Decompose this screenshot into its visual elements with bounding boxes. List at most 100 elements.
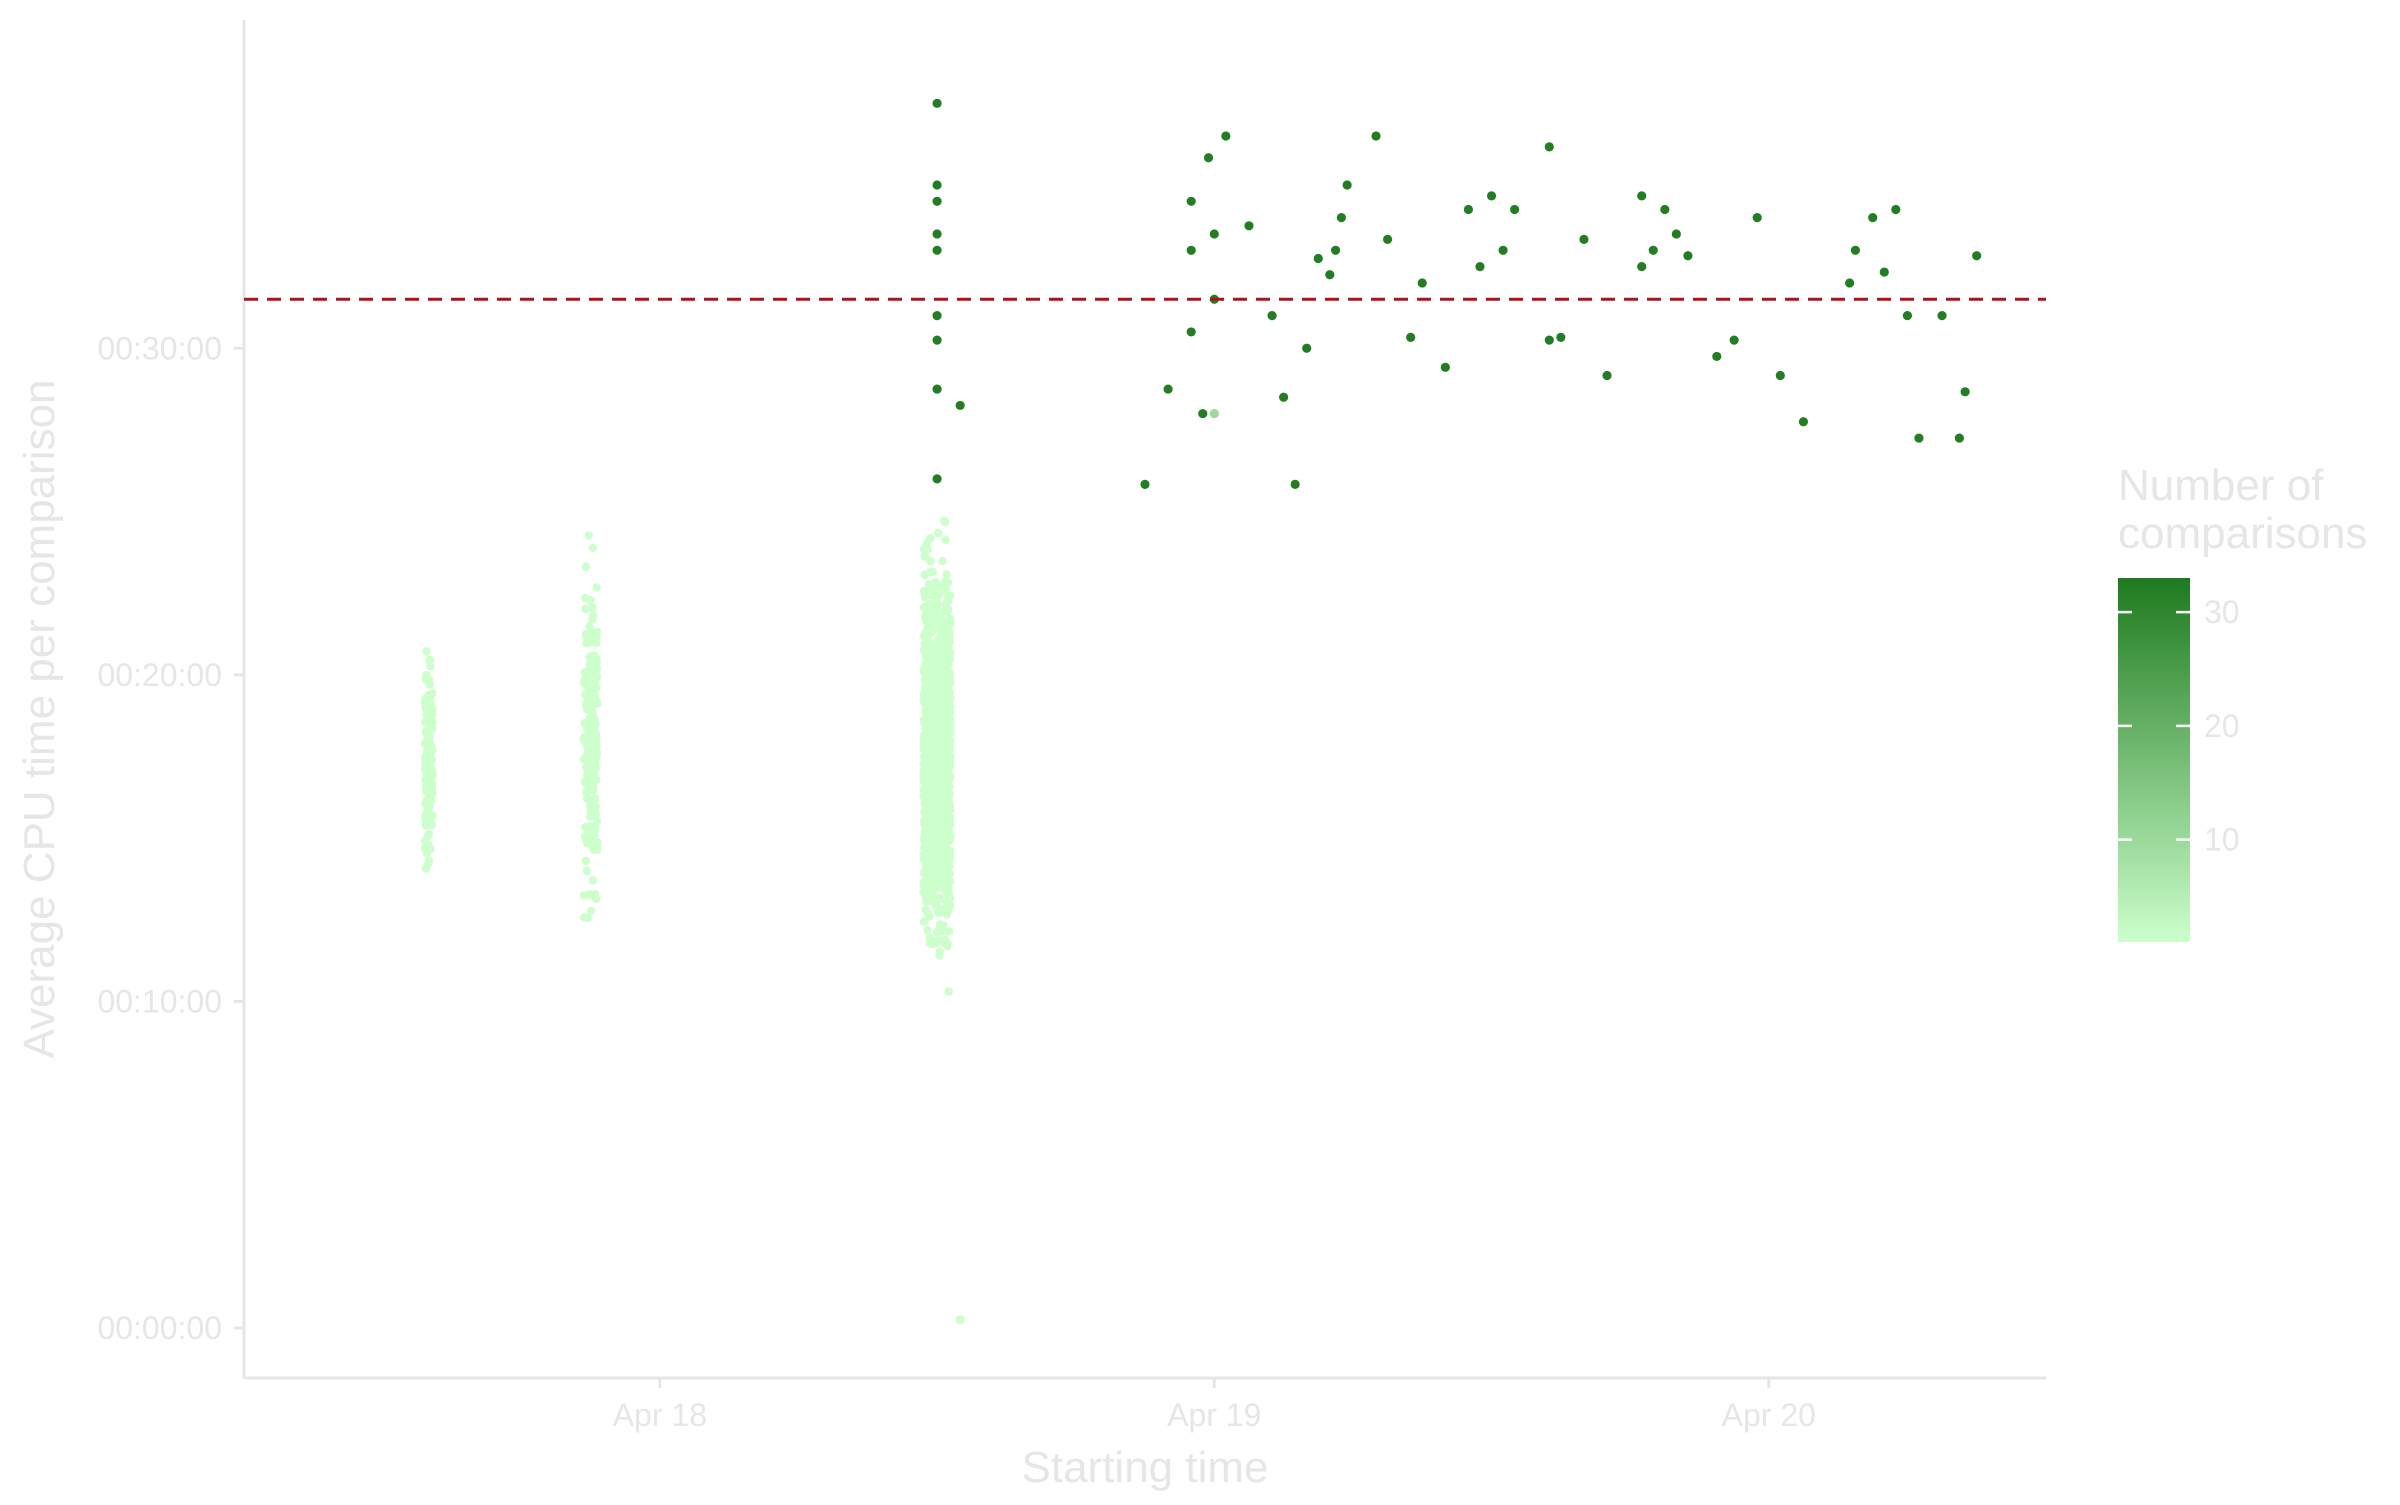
cluster-3-point	[931, 722, 941, 731]
cluster-2-point	[581, 605, 590, 614]
cluster-1-point	[425, 792, 435, 802]
cluster-3-point	[921, 905, 930, 915]
y-tick-label: 00:20:00	[97, 657, 222, 693]
cluster-3-point	[931, 866, 940, 876]
cluster-3-point	[942, 789, 952, 798]
cluster-3-point	[923, 925, 932, 935]
data-point	[1544, 142, 1554, 152]
cluster-2-point	[592, 583, 601, 592]
cluster-2-point	[589, 842, 598, 851]
cluster-2-point	[581, 562, 591, 571]
cluster-3-point	[938, 701, 948, 711]
cluster-3-point	[937, 781, 946, 791]
data-point	[1556, 332, 1566, 342]
cluster-3-point	[928, 567, 937, 577]
cluster-1-point	[422, 647, 431, 656]
cluster-2-point	[581, 675, 590, 685]
cluster-2-point	[581, 856, 591, 866]
cluster-3-point	[938, 832, 947, 841]
legend-tick-label: 20	[2204, 708, 2240, 744]
cluster-1-point	[425, 655, 435, 665]
cluster-1-point	[421, 758, 430, 767]
cluster-3-point	[923, 833, 932, 842]
cluster-3-point	[933, 528, 943, 538]
data-point	[955, 1315, 965, 1325]
data-point	[1209, 229, 1219, 239]
cluster-3-point	[938, 629, 948, 639]
cluster-3-point	[940, 579, 949, 589]
cluster-3-point	[922, 866, 931, 876]
cluster-2-point	[581, 669, 590, 679]
cluster-2-point	[584, 630, 593, 639]
cluster-3-point	[943, 802, 953, 812]
data-point	[932, 180, 942, 190]
cluster-1-point	[425, 680, 435, 689]
cluster-3-point	[926, 819, 936, 829]
cluster-3-point	[943, 941, 952, 951]
data-point	[1463, 204, 1474, 215]
cluster-3-point	[920, 799, 929, 809]
cluster-3-point	[938, 920, 948, 930]
cluster-3-point	[928, 668, 937, 677]
cluster-2-point	[590, 805, 600, 815]
cluster-2-point	[585, 622, 594, 631]
cluster-3-point	[923, 851, 932, 861]
data-point	[1544, 335, 1554, 345]
data-point	[1330, 245, 1341, 255]
cluster-3-point	[933, 908, 943, 917]
cluster-3-point	[940, 761, 949, 770]
cluster-3-point	[936, 636, 945, 645]
cluster-3-point	[944, 987, 954, 996]
cluster-3-point	[935, 936, 944, 945]
data-point	[1937, 311, 1947, 321]
cluster-1-point	[427, 784, 437, 794]
cluster-3-point	[945, 877, 955, 886]
cluster-3-point	[944, 927, 954, 936]
cluster-3-point	[926, 556, 935, 566]
cluster-3-point	[920, 612, 930, 621]
cluster-1-point	[420, 698, 430, 708]
data-point	[1186, 196, 1196, 206]
cluster-3-point	[923, 626, 932, 635]
cluster-2-point	[588, 720, 598, 729]
data-point	[1486, 191, 1497, 201]
cluster-2-point	[588, 823, 598, 832]
data-point	[1798, 417, 1809, 427]
cluster-3-point	[931, 860, 941, 870]
cluster-3-point	[942, 723, 952, 732]
cluster-3-point	[928, 610, 937, 619]
cluster-3-point	[920, 552, 930, 561]
data-point	[1845, 278, 1855, 288]
cluster-1-point	[423, 771, 432, 781]
data-point	[1325, 270, 1335, 280]
cluster-1-point	[421, 812, 431, 821]
cluster-2-point	[590, 794, 600, 803]
cluster-3-point	[941, 606, 950, 616]
data-point	[932, 384, 942, 394]
cluster-3-point	[926, 696, 936, 705]
data-point	[1336, 213, 1346, 223]
cluster-2-point	[585, 890, 595, 900]
cluster-1-point	[421, 740, 431, 749]
cluster-3-point	[921, 605, 931, 614]
cluster-3-point	[943, 887, 952, 897]
cluster-3-point	[919, 881, 929, 890]
cluster-2-point	[589, 737, 599, 747]
cluster-3-point	[941, 599, 950, 609]
cluster-2-point	[586, 906, 596, 916]
cluster-3-point	[939, 651, 949, 660]
cluster-1-point	[424, 819, 433, 829]
data-point	[1342, 180, 1352, 190]
cluster-3-point	[925, 534, 935, 543]
cluster-2-point	[588, 876, 598, 885]
cluster-3-point	[943, 672, 952, 681]
cluster-2-point	[589, 662, 598, 671]
cluster-3-point	[924, 678, 933, 687]
cluster-3-point	[934, 657, 943, 666]
cluster-1-point	[423, 859, 433, 869]
cluster-2-point	[586, 595, 595, 605]
cluster-3-point	[934, 746, 944, 756]
cluster-2-point	[588, 687, 598, 696]
data-point	[1475, 262, 1485, 272]
cluster-2-point	[592, 627, 602, 636]
